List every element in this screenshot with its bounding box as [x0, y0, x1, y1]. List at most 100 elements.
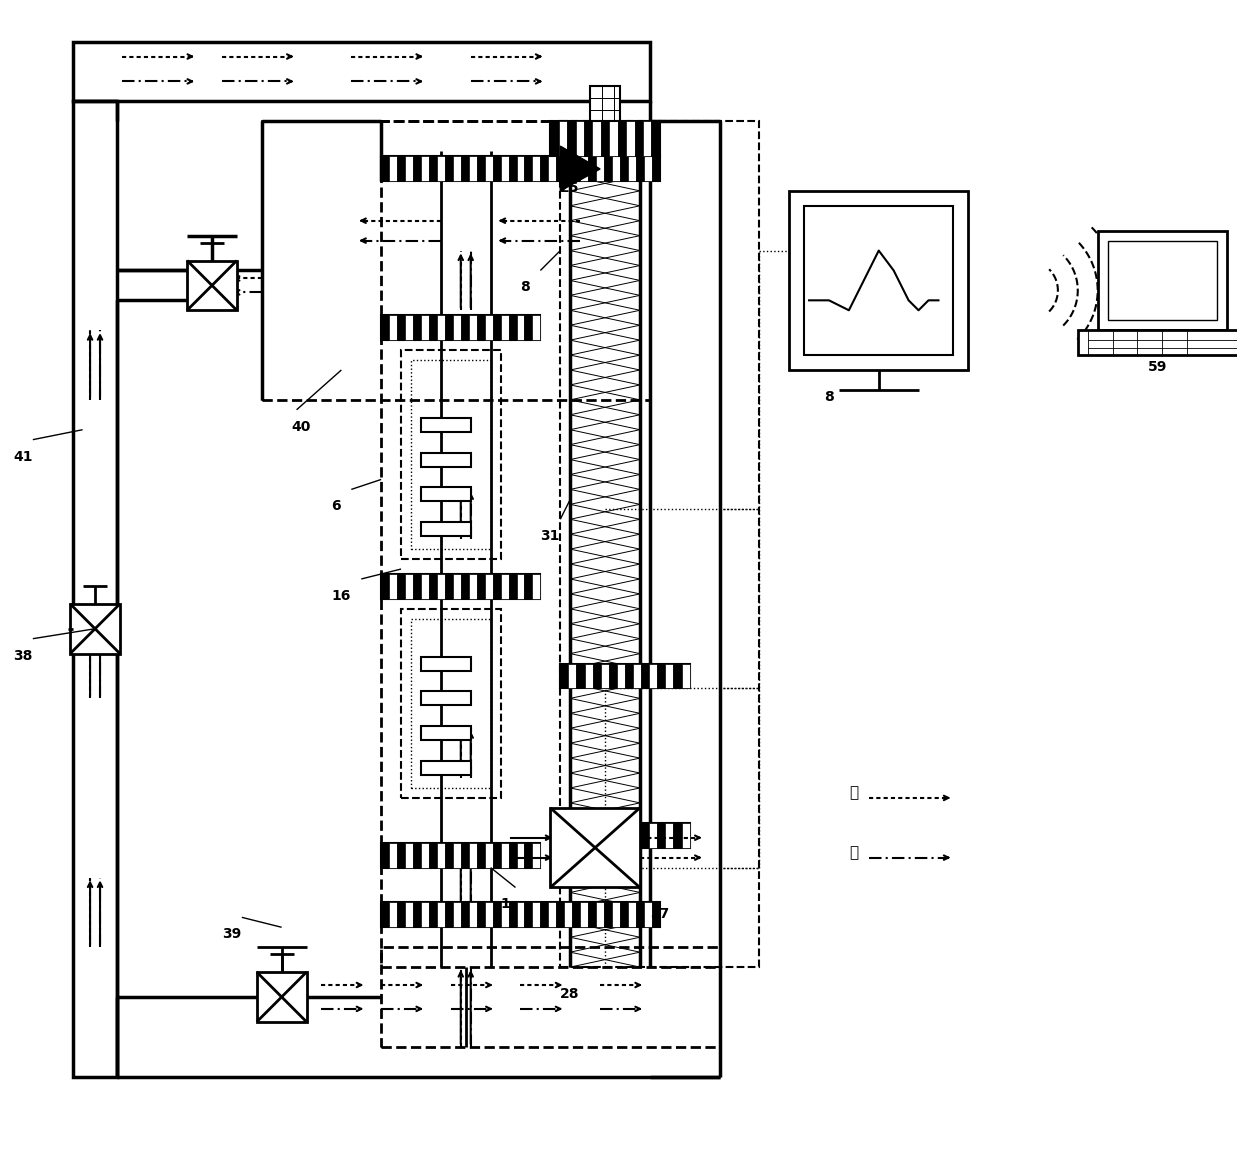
Bar [461, 156, 469, 180]
Bar [508, 315, 517, 340]
Bar [397, 574, 405, 599]
Bar [577, 823, 584, 848]
Bar [453, 315, 461, 340]
Bar [469, 902, 476, 927]
Bar [420, 574, 429, 599]
Bar [634, 664, 641, 688]
Bar [557, 156, 564, 180]
Bar [557, 902, 564, 927]
Bar [476, 315, 485, 340]
Bar [389, 574, 397, 599]
Bar [652, 156, 660, 180]
Bar [609, 823, 616, 848]
Bar [405, 574, 413, 599]
Bar [485, 902, 492, 927]
Text: 39: 39 [222, 927, 242, 941]
Text: 59: 59 [1148, 360, 1167, 375]
Bar [420, 692, 471, 705]
Bar [381, 121, 719, 967]
Bar [187, 261, 237, 310]
Bar [381, 842, 541, 867]
Bar [517, 902, 525, 927]
Bar [636, 156, 644, 180]
Bar [627, 902, 636, 927]
Bar [413, 902, 420, 927]
Bar [532, 902, 541, 927]
Bar [469, 156, 476, 180]
Bar [1078, 330, 1240, 355]
Bar [445, 842, 453, 867]
Bar [532, 574, 541, 599]
Bar [413, 315, 420, 340]
Bar [634, 823, 641, 848]
Bar [436, 574, 445, 599]
Bar [445, 902, 453, 927]
Bar [560, 664, 568, 688]
Bar [461, 902, 469, 927]
Bar [666, 664, 673, 688]
Bar [627, 156, 636, 180]
Bar [625, 664, 634, 688]
Bar [650, 823, 657, 848]
Bar [401, 609, 501, 797]
Bar [551, 808, 640, 887]
Bar [461, 842, 469, 867]
Bar [548, 156, 557, 180]
Bar [389, 842, 397, 867]
Bar [389, 902, 397, 927]
Bar [564, 156, 572, 180]
Bar [596, 156, 604, 180]
Bar [580, 902, 588, 927]
Bar [461, 574, 469, 599]
Bar [501, 574, 508, 599]
Bar [405, 315, 413, 340]
Bar [485, 842, 492, 867]
Bar [401, 350, 501, 560]
Bar [420, 523, 471, 537]
Bar [525, 842, 532, 867]
Bar [485, 315, 492, 340]
Bar [593, 823, 600, 848]
Bar [381, 156, 389, 180]
Text: 8: 8 [521, 280, 531, 294]
Bar [469, 315, 476, 340]
Text: 41: 41 [12, 449, 32, 463]
Bar [560, 664, 689, 688]
Bar [381, 947, 719, 1047]
Bar [476, 902, 485, 927]
Text: 38: 38 [12, 649, 32, 663]
Bar [590, 86, 620, 121]
Bar [600, 664, 609, 688]
Bar [568, 664, 577, 688]
Bar [517, 574, 525, 599]
Bar [492, 156, 501, 180]
Text: 37: 37 [650, 908, 670, 921]
Bar [804, 206, 954, 355]
Bar [420, 453, 471, 466]
Bar [789, 191, 968, 370]
Bar [593, 664, 600, 688]
Bar [469, 574, 476, 599]
Bar [626, 121, 635, 156]
Text: 1: 1 [501, 897, 511, 911]
Bar [381, 315, 541, 340]
Bar [636, 902, 644, 927]
Bar [461, 315, 469, 340]
Bar [525, 156, 532, 180]
Bar [405, 156, 413, 180]
Bar [389, 156, 397, 180]
Bar [584, 823, 593, 848]
Bar [453, 902, 461, 927]
Bar [420, 487, 471, 501]
Bar [420, 315, 429, 340]
Bar [560, 823, 568, 848]
Bar [568, 823, 577, 848]
Bar [485, 156, 492, 180]
Bar [262, 121, 650, 400]
Bar [1107, 240, 1218, 321]
Bar [604, 902, 613, 927]
Bar [560, 823, 689, 848]
Text: 31: 31 [541, 530, 559, 543]
Bar [405, 902, 413, 927]
Bar [508, 842, 517, 867]
